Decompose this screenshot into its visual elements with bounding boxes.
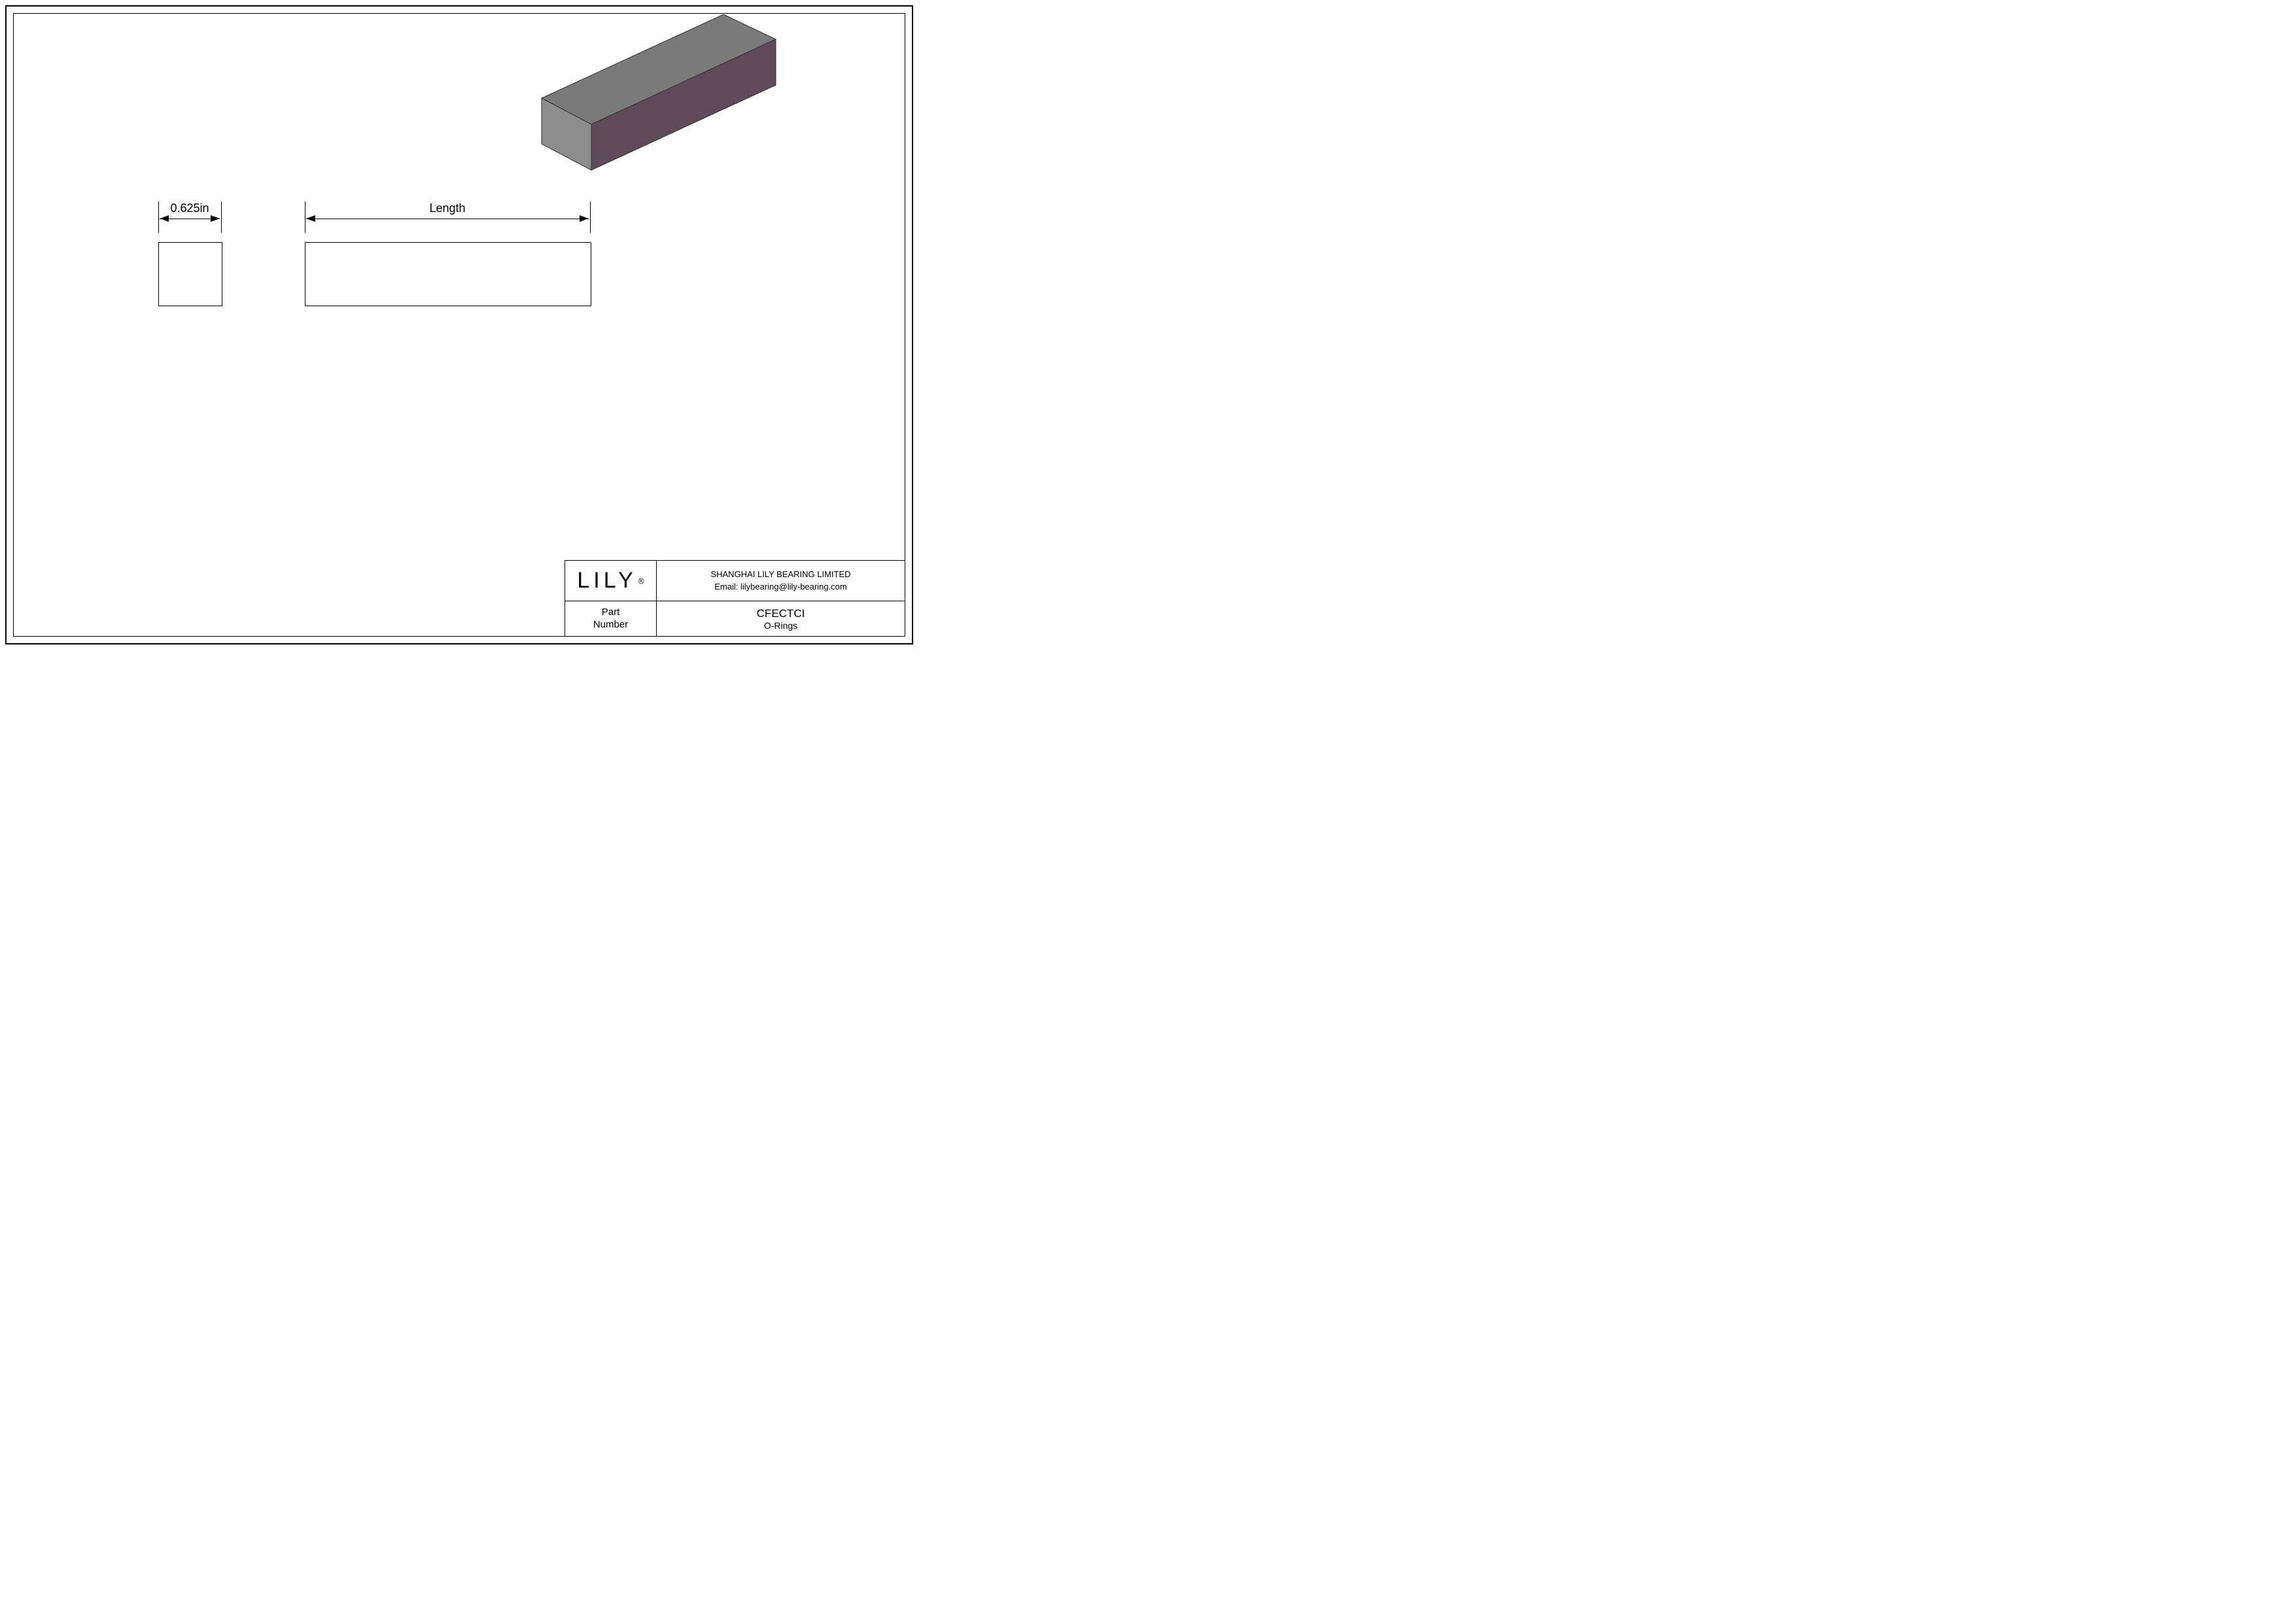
dim-arrow-icon [580,215,589,222]
part-number-value: CFECTCI [757,607,805,620]
dim-extension-line [221,202,222,233]
part-number-label: Number [593,619,628,631]
dim-arrow-icon [160,215,169,222]
logo-word: LILY [577,568,636,593]
dim-label: Length [430,202,466,215]
isometric-view [497,14,778,185]
company-cell: SHANGHAI LILY BEARING LIMITED Email: lil… [657,561,905,601]
cross-section-box [158,242,222,306]
part-number-label-cell: Part Number [565,601,657,637]
part-category: O-Rings [764,620,797,631]
dim-label: 0.625in [171,202,209,215]
part-number-label: Part [602,607,620,619]
drawing-sheet: 0.625in Length LILY® SHANGHAI LILY BEARI… [0,0,918,650]
dim-extension-line [158,202,159,233]
company-email: Email: lilybearing@lily-bearing.com [714,581,847,593]
logo-text: LILY® [577,568,644,593]
side-view-box [305,242,591,306]
part-number-value-cell: CFECTCI O-Rings [657,601,905,637]
dim-arrow-icon [211,215,220,222]
dim-extension-line [590,202,591,233]
title-block: LILY® SHANGHAI LILY BEARING LIMITED Emai… [565,560,905,637]
logo-cell: LILY® [565,561,657,601]
dim-arrow-icon [306,215,315,222]
registered-mark-icon: ® [638,576,644,586]
company-name: SHANGHAI LILY BEARING LIMITED [710,569,850,580]
